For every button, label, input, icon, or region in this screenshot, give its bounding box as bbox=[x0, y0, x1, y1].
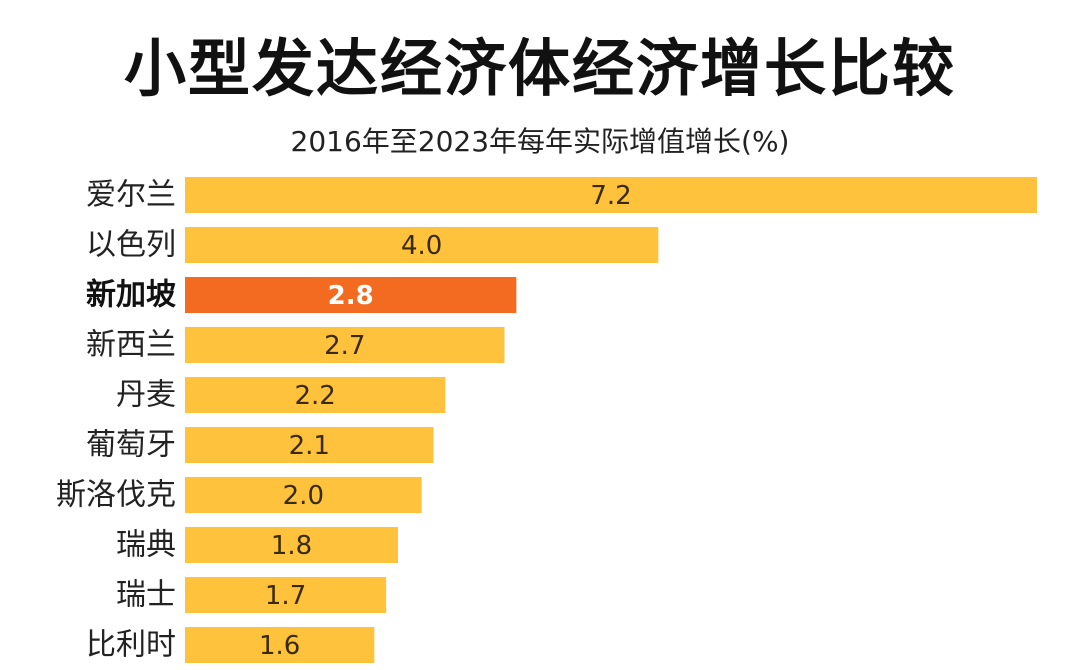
value-label: 2.0 bbox=[283, 481, 324, 511]
value-label: 1.8 bbox=[271, 531, 312, 561]
category-label: 葡萄牙 bbox=[86, 428, 176, 463]
bar bbox=[185, 627, 375, 663]
value-label: 2.1 bbox=[289, 431, 330, 461]
bar bbox=[185, 227, 659, 263]
highlight-bar bbox=[185, 277, 517, 313]
category-label: 瑞士 bbox=[116, 578, 176, 613]
bar bbox=[185, 377, 446, 413]
category-label: 丹麦 bbox=[116, 378, 176, 413]
bar bbox=[185, 477, 422, 513]
bar bbox=[185, 577, 387, 613]
value-label: 7.2 bbox=[590, 181, 631, 211]
category-label: 比利时 bbox=[86, 628, 176, 663]
category-label: 以色列 bbox=[86, 228, 176, 263]
value-label: 4.0 bbox=[401, 231, 442, 261]
category-label: 瑞典 bbox=[116, 528, 176, 563]
chart-subtitle: 2016年至2023年每年实际增值增长(%) bbox=[290, 125, 790, 158]
category-label: 爱尔兰 bbox=[86, 178, 176, 213]
chart-title: 小型发达经济体经济增长比较 bbox=[123, 32, 956, 105]
value-label: 2.2 bbox=[294, 381, 335, 411]
bar bbox=[185, 527, 398, 563]
value-label: 1.7 bbox=[265, 581, 306, 611]
bar bbox=[185, 427, 434, 463]
value-label: 2.7 bbox=[324, 331, 365, 361]
category-label: 新加坡 bbox=[86, 278, 176, 313]
value-label: 1.6 bbox=[259, 631, 300, 661]
category-label: 新西兰 bbox=[86, 328, 176, 363]
bar bbox=[185, 327, 505, 363]
value-label: 2.8 bbox=[328, 281, 374, 311]
category-label: 斯洛伐克 bbox=[56, 478, 176, 513]
bar bbox=[185, 177, 1037, 213]
